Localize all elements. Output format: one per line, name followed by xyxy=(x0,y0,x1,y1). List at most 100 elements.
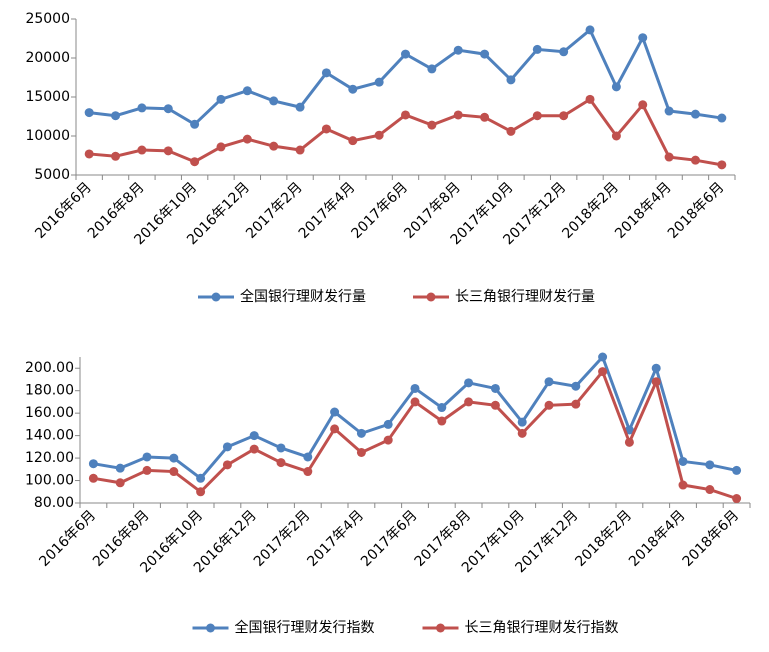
legend-marker xyxy=(436,623,445,633)
point xyxy=(321,124,331,134)
point xyxy=(410,383,420,393)
point xyxy=(532,44,542,54)
point xyxy=(163,104,173,114)
point xyxy=(242,134,252,144)
point xyxy=(88,473,98,483)
point xyxy=(678,456,688,466)
point xyxy=(427,120,437,130)
point xyxy=(169,467,179,477)
point xyxy=(356,428,366,438)
point xyxy=(348,136,358,146)
point xyxy=(383,419,393,429)
y-tick-label: 10000 xyxy=(25,128,70,144)
x-tick-label: 2017年6月 xyxy=(358,507,421,570)
point xyxy=(196,473,206,483)
point xyxy=(111,151,121,161)
point xyxy=(585,25,595,35)
point xyxy=(611,82,621,92)
point xyxy=(115,478,125,488)
point xyxy=(732,465,742,475)
point xyxy=(356,447,366,457)
legend-marker xyxy=(206,623,215,633)
point xyxy=(638,100,648,110)
point xyxy=(464,378,474,388)
point xyxy=(169,453,179,463)
point xyxy=(544,377,554,387)
point xyxy=(142,465,152,475)
point xyxy=(464,397,474,407)
y-tick-label: 180.00 xyxy=(25,383,74,399)
point xyxy=(517,417,527,427)
point xyxy=(216,142,226,152)
point xyxy=(222,460,232,470)
point xyxy=(242,86,252,96)
x-tick-label: 2018年6月 xyxy=(680,507,743,570)
point xyxy=(276,443,286,453)
point xyxy=(717,113,727,123)
point xyxy=(506,75,516,85)
y-tick-label: 5000 xyxy=(34,167,70,183)
point xyxy=(732,494,742,504)
point xyxy=(295,102,305,112)
point xyxy=(84,108,94,118)
point xyxy=(664,152,674,162)
legend-label: 全国银行理财发行指数 xyxy=(235,619,375,636)
series-line xyxy=(89,97,723,167)
point xyxy=(598,352,608,362)
point xyxy=(490,400,500,410)
point xyxy=(690,109,700,119)
point xyxy=(664,106,674,116)
point xyxy=(190,157,200,167)
y-tick-label: 120.00 xyxy=(25,450,74,466)
x-tick-label: 2017年4月 xyxy=(296,179,359,242)
point xyxy=(705,485,715,495)
point xyxy=(84,149,94,159)
point xyxy=(216,94,226,104)
point xyxy=(330,424,340,434)
x-tick-label: 2018年2月 xyxy=(572,507,635,570)
point xyxy=(269,141,279,151)
x-tick-label: 2016年6月 xyxy=(32,179,95,242)
point xyxy=(88,459,98,469)
point xyxy=(115,463,125,473)
point xyxy=(348,84,358,94)
point xyxy=(321,68,331,78)
x-tick-label: 2018年2月 xyxy=(559,179,622,242)
point xyxy=(559,111,569,121)
point xyxy=(559,47,569,57)
point xyxy=(517,428,527,438)
point xyxy=(142,452,152,462)
point xyxy=(249,431,259,441)
point xyxy=(453,45,463,55)
point xyxy=(705,460,715,470)
point xyxy=(137,145,147,155)
point xyxy=(678,480,688,490)
legend-label: 长三角银行理财发行指数 xyxy=(465,620,619,636)
point xyxy=(571,399,581,409)
point xyxy=(571,381,581,391)
x-tick-label: 2017年2月 xyxy=(243,179,306,242)
point xyxy=(295,145,305,155)
y-tick-label: 15000 xyxy=(25,89,70,105)
point xyxy=(532,111,542,121)
point xyxy=(690,155,700,165)
point xyxy=(374,77,384,87)
x-tick-label: 2018年4月 xyxy=(612,179,675,242)
point xyxy=(611,131,621,141)
point xyxy=(269,96,279,106)
point xyxy=(717,160,727,170)
point xyxy=(401,110,410,120)
legend-marker xyxy=(426,292,436,302)
point xyxy=(585,94,595,104)
point xyxy=(303,452,313,462)
point xyxy=(651,363,661,373)
point xyxy=(249,444,259,454)
point xyxy=(137,103,147,113)
y-tick-label: 200.00 xyxy=(25,360,74,376)
x-tick-label: 2018年4月 xyxy=(626,507,689,570)
point xyxy=(638,33,648,43)
point xyxy=(196,487,206,497)
x-tick-label: 2018年6月 xyxy=(665,179,728,242)
point xyxy=(651,377,661,387)
y-tick-label: 20000 xyxy=(25,50,70,66)
